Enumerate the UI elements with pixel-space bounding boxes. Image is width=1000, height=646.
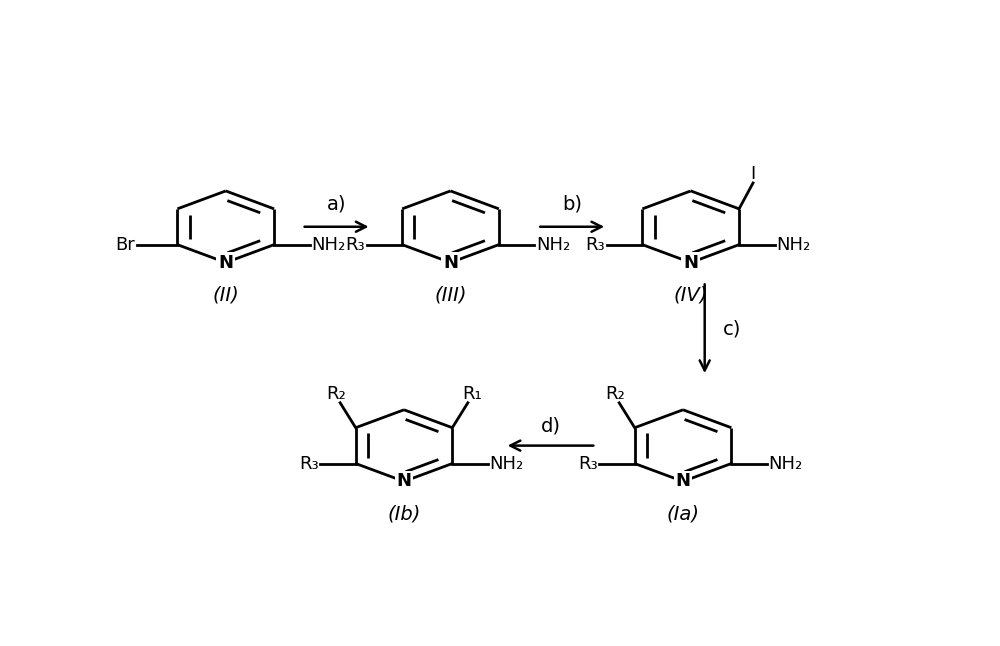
Text: R₂: R₂ bbox=[326, 385, 346, 403]
Text: N: N bbox=[396, 472, 412, 490]
Text: N: N bbox=[443, 254, 458, 271]
Text: c): c) bbox=[723, 319, 741, 339]
Text: I: I bbox=[750, 165, 756, 183]
Text: N: N bbox=[676, 472, 690, 490]
Text: R₃: R₃ bbox=[299, 455, 318, 472]
Text: NH₂: NH₂ bbox=[769, 455, 803, 472]
Text: R₃: R₃ bbox=[345, 236, 365, 254]
Text: R₃: R₃ bbox=[578, 455, 597, 472]
Text: d): d) bbox=[540, 416, 560, 435]
Text: R₁: R₁ bbox=[462, 385, 482, 403]
Text: Br: Br bbox=[115, 236, 135, 254]
Text: NH₂: NH₂ bbox=[311, 236, 346, 254]
Text: R₂: R₂ bbox=[605, 385, 625, 403]
Text: (III): (III) bbox=[434, 286, 467, 304]
Text: NH₂: NH₂ bbox=[776, 236, 811, 254]
Text: b): b) bbox=[562, 195, 582, 214]
Text: NH₂: NH₂ bbox=[490, 455, 524, 472]
Text: N: N bbox=[683, 254, 698, 271]
Text: (II): (II) bbox=[212, 286, 239, 304]
Text: (Ia): (Ia) bbox=[666, 505, 700, 523]
Text: N: N bbox=[218, 254, 233, 271]
Text: R₃: R₃ bbox=[586, 236, 605, 254]
Text: NH₂: NH₂ bbox=[536, 236, 570, 254]
Text: a): a) bbox=[327, 195, 346, 214]
Text: (IV): (IV) bbox=[674, 286, 708, 304]
Text: (Ib): (Ib) bbox=[387, 505, 421, 523]
